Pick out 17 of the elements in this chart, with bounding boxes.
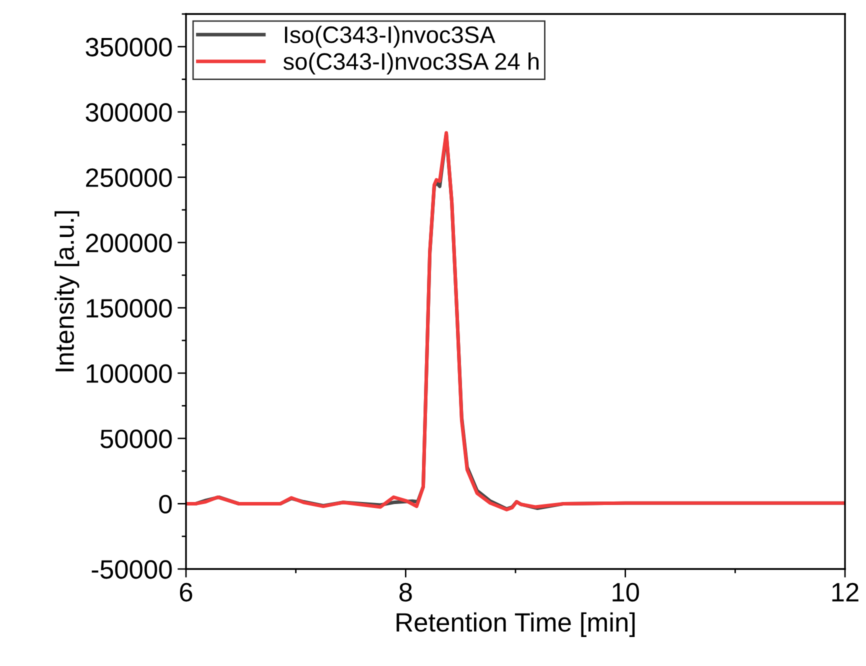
x-tick-label: 8 [399, 582, 412, 602]
y-tick-label: 150000 [86, 298, 172, 318]
y-tick-label: 50000 [100, 430, 172, 448]
legend-label: Iso(C343-I)nvoc3SA [284, 26, 496, 48]
y-tick-label: 100000 [86, 364, 172, 383]
x-tick-label: 12 [832, 582, 858, 602]
y-tick-label: -50000 [92, 560, 172, 579]
y-tick-label: 200000 [86, 234, 172, 252]
y-axis-title: Intensity [a.u.] [54, 211, 80, 372]
y-tick-label: 0 [159, 494, 172, 514]
x-tick-label: 6 [180, 582, 192, 602]
y-tick-label: 350000 [86, 38, 172, 56]
legend-label: so(C343-I)nvoc3SA 24 h [283, 52, 539, 75]
x-axis-title: Retention Time [min] [396, 612, 635, 637]
x-tick-label: 10 [612, 582, 639, 602]
y-tick-label: 250000 [86, 168, 172, 188]
y-tick-label: 300000 [86, 103, 172, 122]
